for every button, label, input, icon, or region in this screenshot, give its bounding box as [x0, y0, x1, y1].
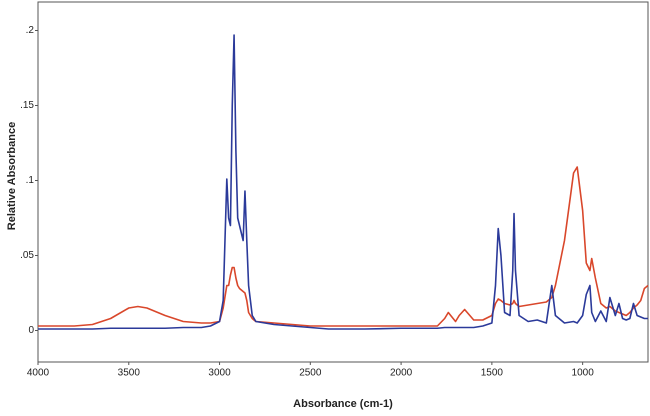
- x-tick-label: 1000: [572, 368, 595, 379]
- spectrum-line: [38, 166, 649, 327]
- x-tick-label: 3000: [208, 368, 231, 379]
- spectrum-line: [38, 34, 648, 330]
- x-tick-label: 2000: [390, 368, 413, 379]
- y-tick-label: .05: [20, 250, 34, 261]
- y-tick-label: .2: [26, 25, 35, 36]
- y-tick-label: 0: [28, 325, 34, 336]
- y-axis-title: Relative Absorbance: [6, 122, 18, 230]
- plot-frame: [37, 1, 649, 363]
- y-tick-label: .15: [20, 100, 34, 111]
- x-tick-label: 1500: [481, 368, 504, 379]
- x-tick-label: 3500: [118, 368, 141, 379]
- x-tick-label: 2500: [299, 368, 322, 379]
- x-tick-label: 4000: [27, 368, 50, 379]
- x-axis-title: Absorbance (cm-1): [293, 398, 393, 410]
- y-tick-label: .1: [26, 175, 35, 186]
